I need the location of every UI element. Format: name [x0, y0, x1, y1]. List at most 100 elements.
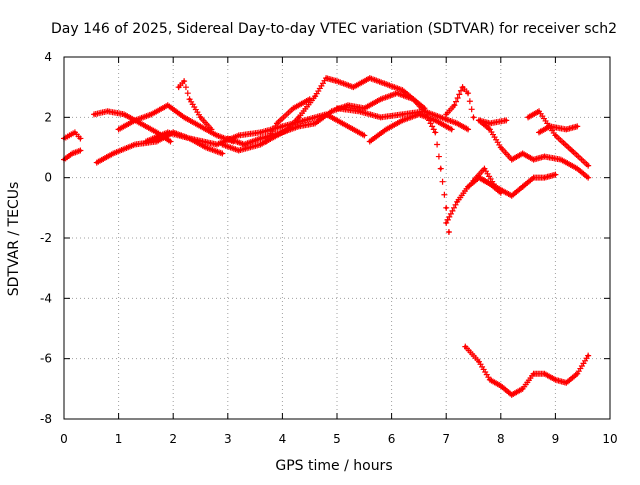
data-point: [488, 127, 492, 131]
data-point: [155, 139, 159, 143]
data-point: [78, 149, 82, 153]
series-track-n: [443, 84, 477, 121]
data-point: [340, 121, 344, 125]
data-point: [302, 118, 306, 122]
data-point: [553, 133, 557, 137]
data-point: [401, 112, 405, 116]
data-point: [346, 103, 350, 107]
data-point: [220, 152, 224, 156]
x-tick-label: 8: [497, 432, 505, 446]
data-point: [422, 106, 426, 110]
x-tick-label: 7: [442, 432, 450, 446]
data-point: [444, 206, 448, 210]
data-point: [548, 124, 552, 128]
data-point: [335, 106, 339, 110]
data-point: [477, 360, 481, 364]
data-point: [297, 115, 301, 119]
data-point: [226, 136, 230, 140]
data-point: [411, 97, 415, 101]
tick-labels: 0 1 2 3 4 5 6 7 8 9 10 -8 -6 -4 -2 0 2 4: [40, 50, 618, 446]
data-point: [488, 121, 492, 125]
data-point: [92, 112, 96, 116]
data-point: [379, 115, 383, 119]
data-point: [433, 130, 437, 134]
data-point: [122, 112, 126, 116]
data-point: [553, 378, 557, 382]
data-point: [542, 372, 546, 376]
series-track-r: [475, 174, 526, 199]
data-point: [335, 79, 339, 83]
data-point: [510, 194, 514, 198]
data-point: [575, 124, 579, 128]
data-point: [280, 130, 284, 134]
data-point: [559, 158, 563, 162]
data-point: [362, 133, 366, 137]
data-point: [308, 97, 312, 101]
data-point: [242, 142, 246, 146]
series-track-w: [462, 343, 592, 398]
data-point: [259, 142, 263, 146]
data-point: [215, 142, 219, 146]
data-point: [73, 130, 77, 134]
data-point: [111, 152, 115, 156]
data-point: [149, 112, 153, 116]
data-point: [510, 393, 514, 397]
data-point: [117, 127, 121, 131]
data-point: [472, 179, 475, 183]
data-point: [575, 372, 579, 376]
chart-title: Day 146 of 2025, Sidereal Day-to-day VTE…: [51, 21, 617, 37]
y-tick-label: -6: [40, 352, 52, 366]
data-point: [275, 121, 279, 125]
data-point: [168, 139, 172, 143]
data-point: [575, 167, 579, 171]
data-point: [67, 133, 71, 137]
y-tick-label: 0: [44, 171, 52, 185]
data-point: [499, 146, 503, 149]
x-tick-label: 1: [115, 432, 123, 446]
data-point: [586, 164, 590, 168]
data-point: [586, 354, 590, 358]
data-point: [144, 139, 148, 143]
data-point: [477, 176, 481, 180]
series-track-t: [519, 171, 559, 190]
y-tick-label: 2: [44, 110, 52, 124]
data-point: [182, 79, 186, 83]
data-point: [291, 106, 295, 110]
series-track-u: [525, 108, 592, 169]
data-point: [466, 127, 470, 131]
data-point: [542, 176, 546, 180]
x-tick-label: 6: [388, 432, 396, 446]
data-point: [499, 188, 503, 192]
data-point: [199, 115, 202, 119]
data-point: [466, 91, 470, 95]
data-point: [450, 127, 454, 131]
data-point: [313, 121, 317, 125]
data-point: [447, 230, 451, 234]
data-point: [586, 176, 590, 180]
y-tick-label: -8: [40, 412, 52, 426]
data-point: [433, 118, 437, 122]
data-point: [351, 85, 355, 89]
data-point: [330, 109, 334, 113]
data-point: [384, 82, 388, 86]
plot-area-data: [61, 75, 592, 398]
data-point: [379, 97, 383, 101]
data-point: [461, 85, 465, 89]
data-point: [482, 167, 486, 171]
data-point: [209, 127, 213, 131]
data-point: [401, 118, 405, 122]
data-point: [237, 133, 241, 137]
data-point: [444, 112, 448, 116]
data-point: [324, 112, 328, 116]
series-track-v: [536, 123, 581, 136]
data-point: [182, 115, 186, 119]
data-point: [542, 155, 546, 159]
data-point: [455, 200, 459, 204]
y-axis-label: SDTVAR / TECUs: [6, 182, 22, 297]
data-point: [521, 387, 525, 391]
data-point: [199, 124, 202, 128]
x-tick-label: 3: [224, 432, 232, 446]
